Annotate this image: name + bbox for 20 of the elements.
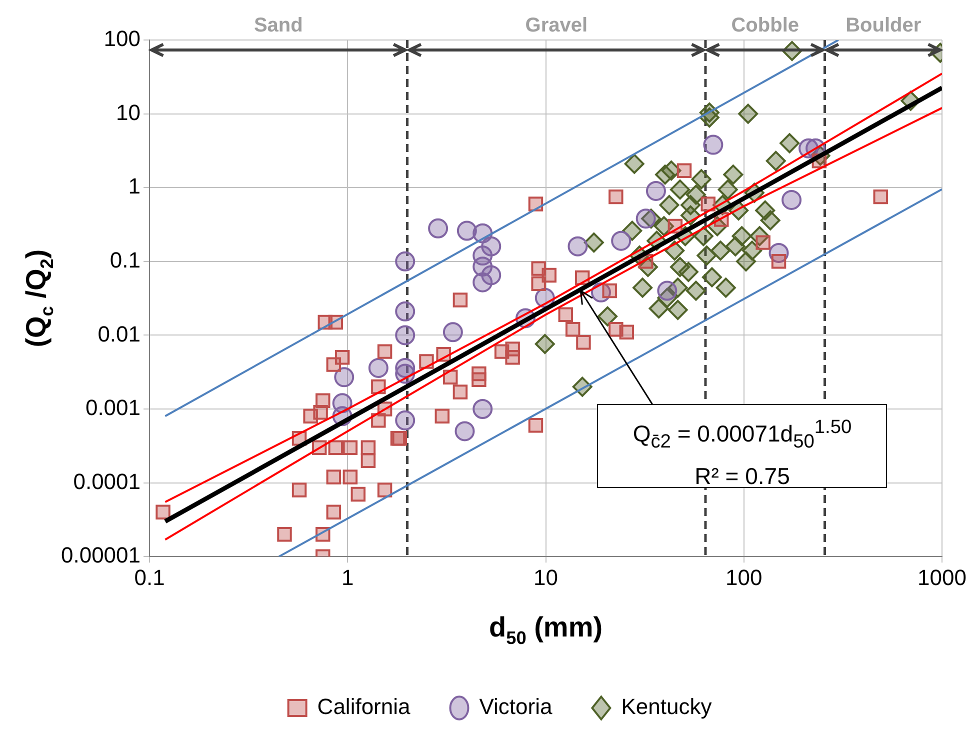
x-tick-label: 10 [534,564,558,590]
y-tick-label: 1 [128,174,141,199]
text: Boulder [846,14,922,37]
y-tick-label: 0.01 [98,321,141,346]
y-tick-label: 10 [116,100,141,125]
text: Cobble [731,14,800,37]
y-tick-label: 0.1 [110,247,141,272]
legend-label: Victoria [479,694,553,720]
legend-label: California [317,694,412,720]
y-axis-title: (Qc /Q2) [20,249,57,348]
x-tick-label: 1 [342,564,354,590]
x-tick-label: 100 [726,564,762,590]
y-tick-label: 100 [104,26,141,52]
text: Gravel [525,14,588,37]
y-tick-label: 0.0001 [73,468,141,494]
x-tick-label: 1000 [918,564,966,590]
annotation: R² = 0.75 [694,462,791,492]
y-tick-label: 0.001 [85,395,141,420]
text: Sand [254,14,303,37]
legend-label: Kentucky [621,694,712,720]
